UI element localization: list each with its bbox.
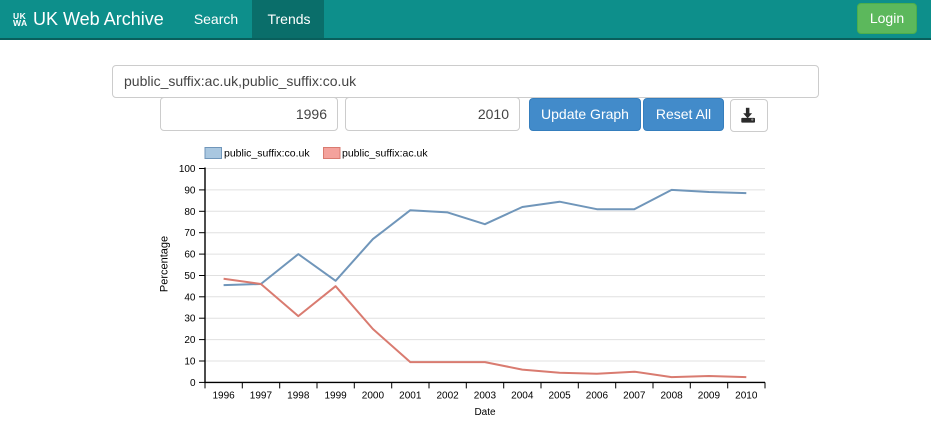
- svg-text:2000: 2000: [362, 391, 385, 402]
- svg-text:10: 10: [184, 357, 196, 368]
- svg-text:2004: 2004: [511, 391, 534, 402]
- svg-text:2002: 2002: [436, 391, 459, 402]
- svg-text:2001: 2001: [399, 391, 422, 402]
- svg-text:2005: 2005: [548, 391, 571, 402]
- svg-text:2010: 2010: [735, 391, 758, 402]
- svg-text:0: 0: [190, 378, 196, 389]
- svg-text:30: 30: [184, 314, 196, 325]
- svg-text:2006: 2006: [586, 391, 609, 402]
- svg-text:2003: 2003: [474, 391, 497, 402]
- svg-text:90: 90: [184, 185, 196, 196]
- svg-text:1999: 1999: [324, 391, 347, 402]
- svg-text:40: 40: [184, 292, 196, 303]
- svg-text:50: 50: [184, 271, 196, 282]
- svg-text:2009: 2009: [698, 391, 721, 402]
- svg-text:public_suffix:co.uk: public_suffix:co.uk: [224, 148, 310, 160]
- svg-text:1996: 1996: [212, 391, 235, 402]
- svg-text:20: 20: [184, 335, 196, 346]
- svg-text:60: 60: [184, 250, 196, 261]
- svg-text:2008: 2008: [660, 391, 683, 402]
- svg-text:2007: 2007: [623, 391, 646, 402]
- svg-text:70: 70: [184, 228, 196, 239]
- svg-text:1998: 1998: [287, 391, 310, 402]
- svg-text:public_suffix:ac.uk: public_suffix:ac.uk: [342, 148, 428, 160]
- svg-text:80: 80: [184, 207, 196, 218]
- svg-text:Date: Date: [474, 407, 496, 418]
- svg-text:100: 100: [179, 164, 196, 175]
- svg-text:1997: 1997: [250, 391, 273, 402]
- svg-text:Percentage: Percentage: [159, 236, 171, 292]
